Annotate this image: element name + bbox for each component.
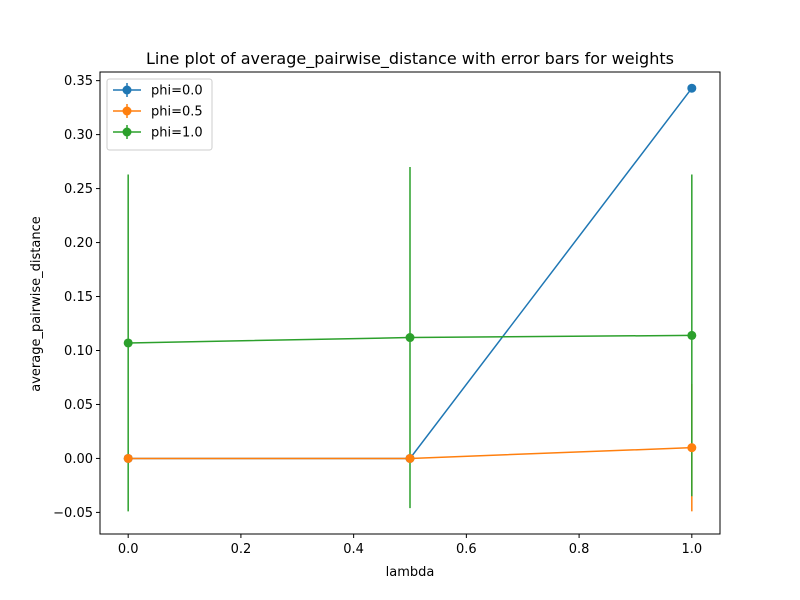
legend-marker-swatch: [122, 85, 132, 95]
legend-entry: phi=0.0: [113, 83, 203, 99]
legend-entry: phi=0.5: [113, 104, 203, 120]
y-tick-label: 0.05: [64, 398, 93, 413]
y-tick-label: 0.00: [64, 452, 93, 467]
y-tick-label: 0.15: [64, 290, 93, 305]
data-point-phi-0-5: [405, 453, 415, 463]
legend-marker-swatch: [122, 127, 132, 137]
x-tick-label: 0.8: [569, 542, 590, 557]
x-tick-label: 0.2: [231, 542, 252, 557]
data-point-phi-1-0: [405, 333, 415, 343]
x-tick-label: 1.0: [681, 542, 702, 557]
y-tick-label: 0.30: [64, 128, 93, 143]
data-point-phi-1-0: [123, 338, 133, 348]
legend-marker-swatch: [122, 106, 132, 116]
y-tick-label: 0.20: [64, 236, 93, 251]
chart-title: Line plot of average_pairwise_distance w…: [146, 49, 674, 69]
data-point-phi-0-5: [687, 443, 697, 453]
x-tick-label: 0.4: [343, 542, 364, 557]
legend-label: phi=0.0: [151, 84, 203, 99]
data-point-phi-0-0: [687, 83, 697, 93]
y-tick-label: 0.10: [64, 344, 93, 359]
x-axis-ticks: 0.0 0.2 0.4 0.6 0.8 1.0: [118, 534, 702, 557]
data-point-phi-1-0: [687, 330, 697, 340]
x-axis-label: lambda: [386, 565, 435, 580]
x-tick-label: 0.6: [456, 542, 477, 557]
data-point-phi-0-5: [123, 453, 133, 463]
series-points: [123, 83, 697, 463]
y-tick-label: −0.05: [53, 506, 93, 521]
legend-label: phi=1.0: [151, 126, 203, 141]
y-axis-label: average_pairwise_distance: [29, 216, 44, 392]
y-axis-ticks: −0.05 0.00 0.05 0.10 0.15 0.20 0.25 0.30 0.35: [53, 74, 100, 521]
y-tick-label: 0.25: [64, 182, 93, 197]
x-tick-label: 0.0: [118, 542, 139, 557]
legend: phi=0.0 phi=0.5 phi=1.0: [106, 78, 213, 151]
plot-area-frame: [99, 71, 721, 535]
legend-entry: phi=1.0: [113, 125, 203, 141]
y-tick-label: 0.35: [64, 74, 93, 89]
legend-label: phi=0.5: [151, 105, 203, 120]
